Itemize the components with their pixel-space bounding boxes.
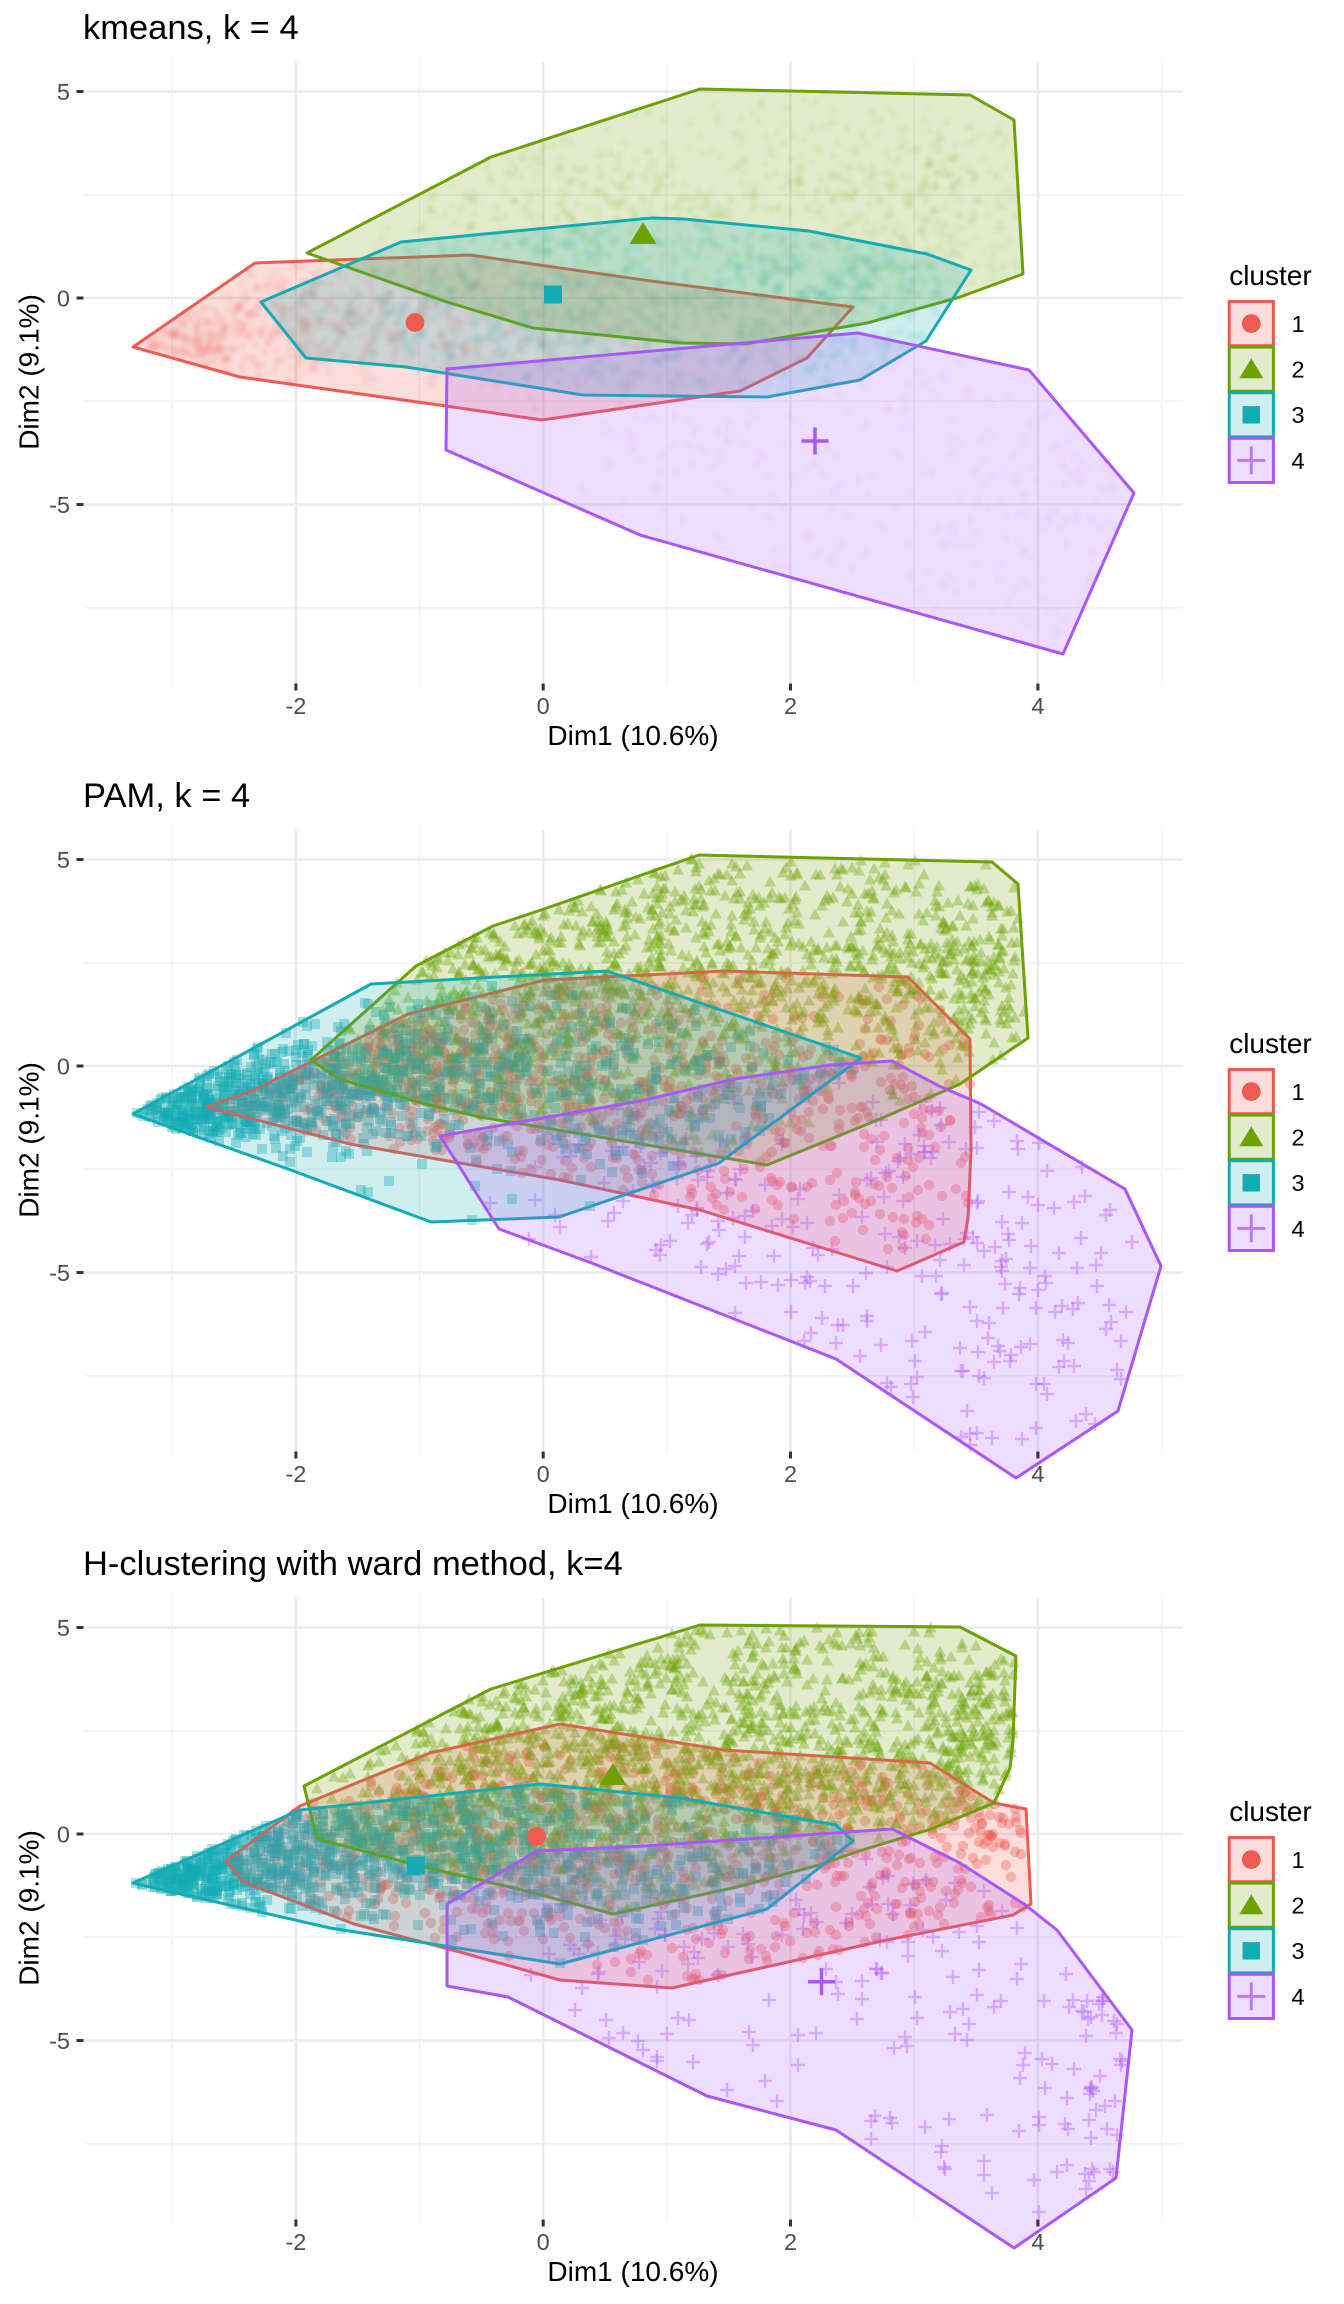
svg-text:2: 2 [784, 693, 797, 719]
svg-text:Dim1 (10.6%): Dim1 (10.6%) [547, 1488, 718, 1519]
svg-text:2: 2 [1292, 357, 1305, 383]
svg-text:0: 0 [537, 1461, 550, 1487]
svg-text:1: 1 [1292, 311, 1305, 337]
svg-text:0: 0 [57, 1821, 70, 1847]
svg-text:5: 5 [57, 79, 70, 105]
svg-text:2: 2 [1292, 1125, 1305, 1151]
svg-text:1: 1 [1292, 1079, 1305, 1105]
svg-text:4: 4 [1031, 693, 1044, 719]
svg-text:0: 0 [57, 1053, 70, 1079]
svg-text:2: 2 [1292, 1893, 1305, 1919]
svg-text:3: 3 [1292, 402, 1305, 428]
svg-text:4: 4 [1031, 2229, 1044, 2255]
svg-text:cluster: cluster [1229, 1796, 1311, 1827]
svg-text:4: 4 [1292, 448, 1305, 474]
svg-text:-5: -5 [49, 492, 70, 518]
svg-text:H-clustering with ward method,: H-clustering with ward method, k=4 [83, 1545, 623, 1583]
svg-text:-5: -5 [49, 1260, 70, 1286]
svg-text:4: 4 [1292, 1216, 1305, 1242]
svg-text:PAM, k = 4: PAM, k = 4 [83, 777, 250, 815]
svg-text:4: 4 [1031, 1461, 1044, 1487]
svg-text:2: 2 [784, 1461, 797, 1487]
svg-text:0: 0 [537, 2229, 550, 2255]
svg-text:Dim1 (10.6%): Dim1 (10.6%) [547, 2256, 718, 2287]
svg-text:-2: -2 [285, 2229, 306, 2255]
svg-text:3: 3 [1292, 1170, 1305, 1196]
svg-text:3: 3 [1292, 1938, 1305, 1964]
svg-text:cluster: cluster [1229, 1028, 1311, 1059]
svg-text:4: 4 [1292, 1984, 1305, 2010]
svg-text:-2: -2 [285, 1461, 306, 1487]
svg-text:Dim2 (9.1%): Dim2 (9.1%) [14, 1062, 45, 1218]
svg-text:1: 1 [1292, 1847, 1305, 1873]
svg-text:5: 5 [57, 1615, 70, 1641]
svg-text:-2: -2 [285, 693, 306, 719]
svg-text:kmeans, k = 4: kmeans, k = 4 [83, 9, 299, 47]
svg-text:Dim2 (9.1%): Dim2 (9.1%) [14, 294, 45, 450]
svg-text:-5: -5 [49, 2028, 70, 2054]
svg-text:0: 0 [537, 693, 550, 719]
svg-text:2: 2 [784, 2229, 797, 2255]
svg-text:Dim1 (10.6%): Dim1 (10.6%) [547, 720, 718, 751]
svg-text:Dim2 (9.1%): Dim2 (9.1%) [14, 1830, 45, 1986]
svg-text:cluster: cluster [1229, 260, 1311, 291]
svg-text:0: 0 [57, 285, 70, 311]
svg-text:5: 5 [57, 847, 70, 873]
